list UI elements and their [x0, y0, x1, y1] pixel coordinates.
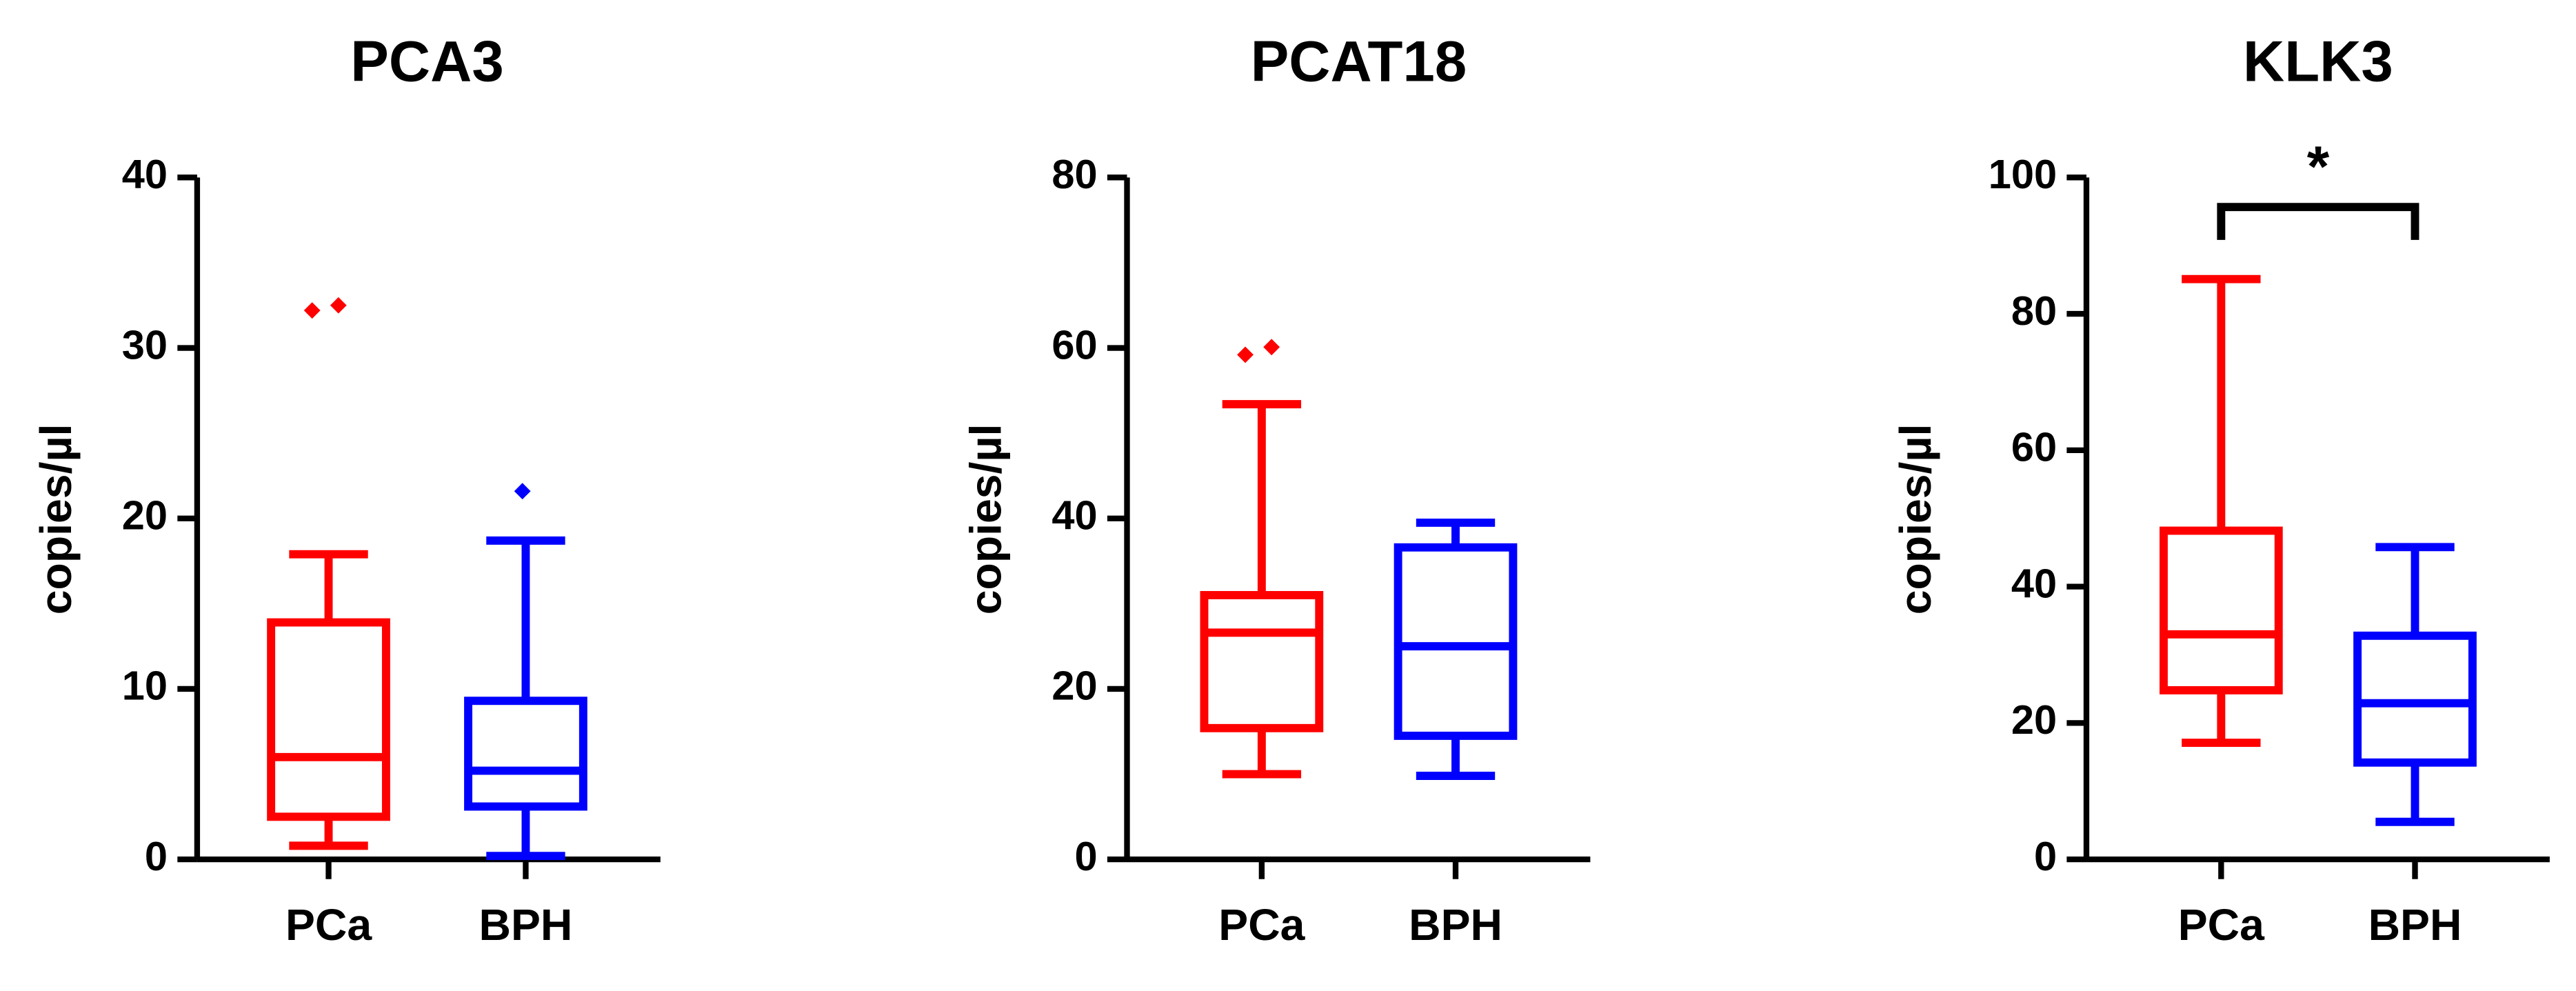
- chart-title: PCA3: [350, 29, 503, 93]
- y-tick-label: 20: [122, 492, 168, 538]
- y-tick-label: 80: [1051, 151, 1097, 197]
- outlier: [1263, 339, 1280, 356]
- x-tick-label: PCa: [1218, 900, 1305, 950]
- y-tick-label: 0: [2034, 833, 2057, 879]
- x-tick-label: BPH: [1409, 900, 1502, 950]
- y-tick-label: 20: [2011, 697, 2057, 743]
- box-plot: [2353, 543, 2477, 826]
- box-plot: [464, 483, 587, 861]
- x-tick-label: BPH: [479, 900, 573, 950]
- box: [2159, 526, 2283, 694]
- y-tick-label: 60: [2011, 424, 2057, 470]
- outlier: [330, 297, 347, 314]
- y-axis-label: copies/µl: [960, 424, 1010, 615]
- y-tick-label: 30: [122, 321, 168, 368]
- outlier: [303, 302, 321, 319]
- box-plot: [267, 297, 390, 850]
- y-tick-label: 80: [2011, 288, 2057, 334]
- chart-title: PCAT18: [1251, 29, 1467, 93]
- y-axis-label: copies/µl: [31, 424, 81, 615]
- y-tick-label: 40: [1051, 492, 1097, 538]
- outlier: [514, 483, 531, 500]
- x-tick-label: PCa: [2178, 900, 2265, 950]
- y-axis-label: copies/µl: [1891, 424, 1940, 615]
- chart-title: KLK3: [2243, 29, 2393, 93]
- box: [267, 618, 390, 821]
- y-tick-label: 40: [122, 151, 168, 197]
- x-tick-label: PCa: [285, 900, 372, 950]
- y-tick-label: 40: [2011, 560, 2057, 606]
- x-tick-label: BPH: [2368, 900, 2462, 950]
- box-plot: [1393, 518, 1518, 780]
- box: [1200, 591, 1324, 732]
- y-tick-label: 0: [145, 833, 168, 879]
- box: [1393, 543, 1518, 740]
- box-plot: [2159, 274, 2283, 748]
- y-tick-label: 60: [1051, 321, 1097, 368]
- y-tick-label: 0: [1074, 833, 1097, 879]
- significance-bracket: [2217, 203, 2419, 240]
- outlier: [1237, 346, 1254, 363]
- y-tick-label: 10: [122, 663, 168, 709]
- y-tick-label: 20: [1051, 663, 1097, 709]
- y-tick-label: 100: [1989, 151, 2057, 197]
- box: [464, 697, 587, 811]
- box-plot: [1200, 339, 1324, 779]
- significance-label: *: [2307, 134, 2330, 199]
